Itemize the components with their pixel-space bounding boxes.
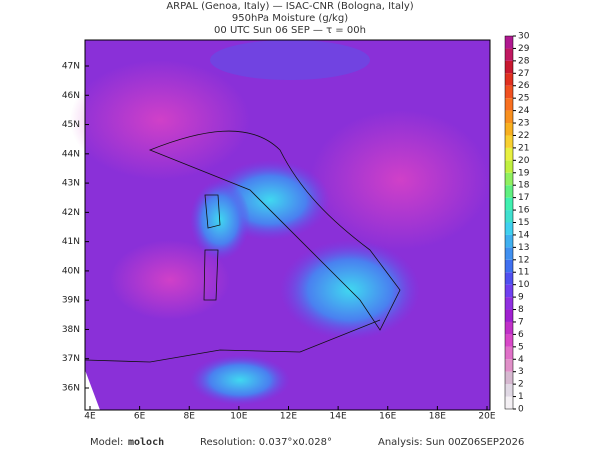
colorbar-label: 11 [518, 268, 529, 278]
colorbar-segment [505, 321, 513, 335]
colorbar-segment [505, 172, 513, 186]
colorbar-segment [505, 396, 513, 409]
colorbar-segment [505, 346, 513, 360]
map-field [70, 40, 490, 410]
colorbar-label: 23 [518, 119, 529, 129]
colorbar-label: 25 [518, 94, 529, 104]
colorbar-segment [505, 259, 513, 273]
map-frame [84, 39, 491, 411]
colorbar-label: 29 [518, 44, 530, 54]
colorbar-segment [505, 147, 513, 161]
model-name: moloch [128, 437, 164, 448]
colorbar-label: 2 [518, 380, 524, 390]
lat-label: 40N [62, 266, 80, 276]
colorbar-segment [505, 384, 513, 397]
colorbar-label: 28 [518, 56, 530, 66]
colorbar-segment [505, 284, 513, 298]
colorbar-segment [505, 234, 513, 248]
lat-label: 44N [62, 149, 80, 159]
lat-label: 41N [62, 237, 80, 247]
colorbar-label: 14 [518, 230, 530, 240]
colorbar-label: 18 [518, 181, 530, 191]
colorbar-label: 21 [518, 143, 529, 153]
lon-label: 18E [429, 412, 446, 422]
colorbar-label: 16 [518, 206, 530, 216]
colorbar-segment [505, 85, 513, 99]
colorbar-segment [505, 123, 513, 136]
colorbar-label: 15 [518, 218, 529, 228]
lon-label: 10E [230, 412, 247, 422]
colorbar-label: 0 [518, 405, 524, 415]
colorbar-segment [505, 297, 513, 310]
colorbar-label: 22 [518, 131, 529, 141]
lon-label: 4E [84, 412, 96, 422]
colorbar-segment [505, 110, 513, 124]
colorbar-segment [505, 210, 513, 223]
lat-label: 42N [62, 208, 80, 218]
colorbar-label: 6 [518, 330, 524, 340]
colorbar-segment [505, 36, 513, 49]
lat-label: 46N [62, 91, 80, 101]
lon-label: 14E [330, 412, 347, 422]
colorbar-segment [505, 60, 513, 74]
lon-label: 20E [478, 412, 495, 422]
colorbar-label: 5 [518, 342, 524, 352]
colorbar-segment [505, 73, 513, 86]
colorbar-label: 10 [518, 280, 530, 290]
colorbar-segment [505, 135, 513, 148]
colorbar-label: 24 [518, 106, 530, 116]
lat-label: 39N [62, 296, 80, 306]
colorbar-label: 9 [518, 293, 524, 303]
header-line: 950hPa Moisture (g/kg) [232, 13, 348, 24]
lat-label: 36N [62, 384, 80, 394]
colorbar-label: 17 [518, 193, 529, 203]
colorbar-label: 27 [518, 69, 529, 79]
lon-label: 12E [280, 412, 297, 422]
colorbar-label: 3 [518, 367, 524, 377]
colorbar-label: 12 [518, 255, 529, 265]
colorbar-segment [505, 247, 513, 260]
colorbar-label: 13 [518, 243, 529, 253]
colorbar-segment [505, 222, 513, 235]
colorbar-label: 19 [518, 168, 530, 178]
colorbar-segment [505, 160, 513, 173]
lat-label: 37N [62, 354, 80, 364]
colorbar-segment [505, 334, 513, 347]
header-line: 00 UTC Sun 06 SEP — τ = 00h [214, 25, 366, 36]
colorbar-segment [505, 48, 513, 61]
colorbar-segment [505, 185, 513, 198]
lon-label: 8E [184, 412, 196, 422]
lat-label: 43N [62, 179, 80, 189]
colorbar-label: 20 [518, 156, 530, 166]
header-line: ARPAL (Genoa, Italy) — ISAC-CNR (Bologna… [166, 1, 413, 12]
colorbar-segment [505, 309, 513, 322]
colorbar-label: 7 [518, 317, 524, 327]
colorbar-segment [505, 197, 513, 211]
colorbar-segment [505, 371, 513, 385]
colorbar-segment [505, 98, 513, 111]
footer-resolution: Resolution: 0.037°x0.028° [200, 437, 332, 448]
lon-label: 6E [134, 412, 146, 422]
lat-label: 38N [62, 325, 80, 335]
colorbar-segment [505, 359, 513, 372]
colorbar-label: 30 [518, 32, 530, 42]
lat-label: 45N [62, 120, 80, 130]
colorbar-segment [505, 272, 513, 285]
colorbar-label: 26 [518, 81, 530, 91]
footer-analysis: Analysis: Sun 00Z06SEP2026 [378, 437, 524, 448]
lat-label: 47N [62, 62, 80, 72]
colorbar-label: 1 [518, 392, 524, 402]
colorbar-label: 4 [518, 355, 524, 365]
footer-label: Model: [90, 437, 123, 448]
lon-label: 16E [379, 412, 396, 422]
colorbar-label: 8 [518, 305, 524, 315]
